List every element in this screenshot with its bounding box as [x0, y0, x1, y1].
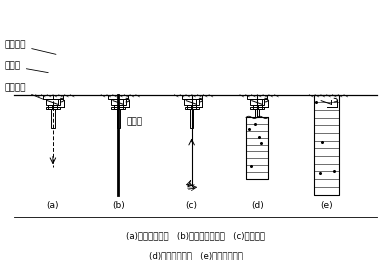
Bar	[319, 99, 334, 105]
Text: (a)钒机就位钒孔   (b)钒孔至设计高程   (c)旋噴开始: (a)钒机就位钒孔 (b)钒孔至设计高程 (c)旋噴开始	[126, 231, 265, 240]
Bar	[43, 95, 63, 99]
Text: 高压胶管: 高压胶管	[5, 40, 56, 54]
Bar	[314, 95, 339, 194]
Bar	[184, 99, 199, 105]
Bar	[317, 95, 337, 99]
Text: (d): (d)	[251, 202, 264, 210]
Bar	[325, 109, 328, 128]
Bar	[250, 99, 264, 105]
Bar	[255, 109, 259, 128]
Bar	[111, 107, 126, 109]
Bar	[46, 107, 60, 109]
Text: 钒孔机械: 钒孔机械	[5, 83, 43, 99]
Bar	[108, 95, 128, 99]
Bar	[190, 109, 194, 128]
Text: (a): (a)	[47, 202, 59, 210]
Bar	[247, 95, 267, 99]
Bar	[253, 105, 256, 109]
Bar	[48, 105, 52, 109]
Bar	[117, 109, 120, 128]
Bar	[319, 107, 334, 109]
Bar	[185, 107, 199, 109]
Bar	[114, 105, 118, 109]
Text: (c): (c)	[186, 202, 197, 210]
Text: (b): (b)	[112, 202, 125, 210]
Text: (d)边旋噴边提升   (e)旋噴结束成桩: (d)边旋噴边提升 (e)旋噴结束成桩	[149, 251, 242, 260]
Bar	[246, 117, 268, 179]
Bar	[192, 105, 196, 109]
Text: 旋噴管: 旋噴管	[126, 118, 142, 126]
Bar	[54, 105, 57, 109]
Bar	[187, 105, 191, 109]
Bar	[182, 95, 202, 99]
Bar	[119, 105, 123, 109]
Bar	[111, 99, 126, 105]
Bar	[51, 109, 55, 128]
Text: (e): (e)	[320, 202, 333, 210]
Bar	[46, 99, 60, 105]
Text: 压浆车: 压浆车	[5, 62, 48, 73]
Bar	[322, 105, 326, 109]
Bar	[250, 107, 264, 109]
Bar	[327, 105, 331, 109]
Bar	[258, 105, 262, 109]
